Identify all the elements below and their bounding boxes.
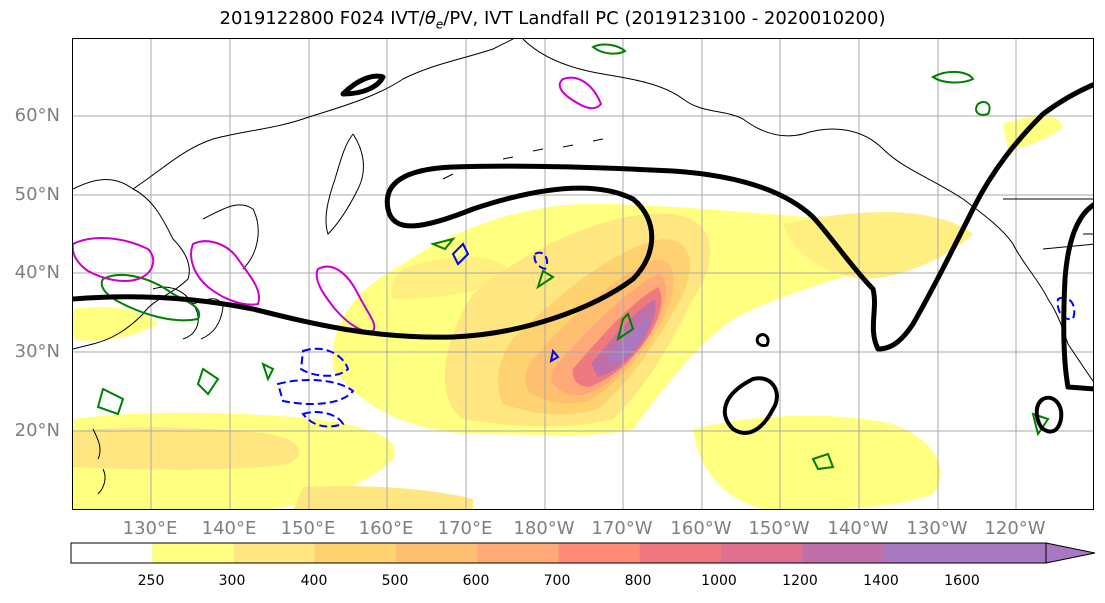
lat-label-50: 50°N [14,184,60,205]
lon-label-160w: 160°W [670,518,732,539]
lon-label-140e: 140°E [201,518,257,539]
black-contour-s3 [755,333,770,347]
magenta-blob-4 [73,237,155,282]
lon-label-150w: 150°W [748,518,810,539]
lon-label-130w: 130°W [906,518,968,539]
coast-okhotsk [202,204,259,270]
cb-tick-600: 600 [462,573,490,589]
black-contour-s1 [722,376,779,435]
title-theta-sub: e [435,17,444,32]
chart-title: 2019122800 F024 IVT/θe/PV, IVT Landfall … [0,8,1105,32]
ivt-band-east [783,212,973,279]
coast-philippines [92,428,106,495]
cb-tick-400: 400 [300,573,328,589]
colorbar-segment [396,543,478,563]
map-svg [73,39,1093,509]
ivt-band-se [693,415,941,509]
lat-label-60: 60°N [14,105,60,126]
magenta-blob-3 [190,240,260,306]
colorbar-segment [477,543,559,563]
gridlines [73,39,1093,509]
colorbar-segment [314,543,397,563]
colorbar-extend-arrow [1045,542,1096,564]
cb-tick-1400: 1400 [863,573,899,589]
pv-blue-contours [276,251,1076,428]
colorbar-segment [964,543,1046,563]
lon-label-160e: 160°E [358,518,414,539]
title-rest: /PV, IVT Landfall PC (2019123100 - 20200… [443,8,886,29]
lat-label-40: 40°N [14,262,60,283]
lon-label-140w: 140°W [827,518,889,539]
cb-tick-500: 500 [381,573,409,589]
pv-blue-solid [451,242,560,363]
coast-asia [73,179,190,350]
pv-green-contours [96,43,1050,471]
cb-tick-250: 250 [137,573,165,589]
magenta-blob-1 [558,76,603,110]
coast-siberia [132,39,514,190]
ivt-band-south [293,486,473,509]
colorbar-segment [802,543,884,563]
ivt-band-nw [391,256,513,299]
colorbar-segment [152,543,234,563]
coast-alaska [522,39,1014,245]
coast-aleutians [442,138,604,180]
coast-borders [1003,198,1093,250]
map-panel [72,38,1094,510]
lon-label-170e: 170°E [437,518,493,539]
lon-label-150e: 150°E [280,518,336,539]
ivt-band-west [73,306,158,341]
lat-label-30: 30°N [14,341,60,362]
cb-tick-800: 800 [624,573,652,589]
ivt-band-tropics-inner [73,427,300,470]
black-contour-main [73,82,1093,352]
black-contour-s2 [1034,395,1064,434]
cb-tick-1200: 1200 [782,573,818,589]
ivt-landfall-contours [73,73,1093,435]
cb-tick-1000: 1000 [701,573,737,589]
colorbar-segment [639,543,722,563]
colorbar-segment [558,543,641,563]
cb-tick-300: 300 [218,573,246,589]
coast-kamchatka [325,133,364,235]
title-theta: θ [424,8,436,29]
lat-label-20: 20°N [14,420,60,441]
colorbar-segment [233,543,316,563]
lon-label-180w: 180°W [513,518,575,539]
cb-tick-700: 700 [543,573,571,589]
colorbar-segments [71,543,1046,563]
colorbar-segment [71,543,153,563]
lon-label-170w: 170°W [591,518,653,539]
colorbar-border [70,542,1047,564]
coast-namerica [1012,243,1093,382]
title-main: 2019122800 F024 IVT/ [219,8,425,29]
colorbar [70,542,1096,564]
colorbar-segment [883,543,966,563]
lon-label-130e: 130°E [122,518,178,539]
cb-tick-1600: 1600 [944,573,980,589]
black-contour-east [1061,202,1093,392]
black-contour-n [340,73,386,97]
colorbar-segment [721,543,803,563]
ivt-band-1600 [608,315,651,362]
lon-label-120w: 120°W [984,518,1046,539]
